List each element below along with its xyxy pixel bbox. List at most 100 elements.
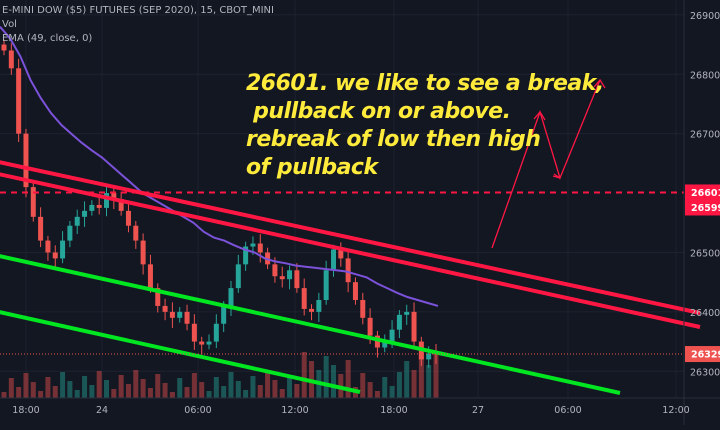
annotation-line-4: of pullback [246,155,378,180]
arrow-head [533,110,546,121]
volume-bar [67,381,73,398]
volume-bar [367,382,373,398]
volume-bar [96,371,102,398]
x-tick-label: 06:00 [554,405,581,416]
candle-body [155,288,161,306]
time-axis[interactable]: 18:00 24 06:00 12:00 18:00 27 06:00 12:00 [0,397,720,416]
volume-bar [23,373,29,398]
volume-bar [418,356,424,398]
candle-body [374,335,380,348]
candle-body [279,276,285,280]
candle-body [330,249,336,271]
volume-bar [389,386,395,398]
trendline-red-lower [0,172,701,329]
y-tick-label: 26800 [690,70,720,81]
volume-bar [8,378,14,398]
trendlines [0,160,701,395]
candle-body [184,311,190,324]
candle-body [1,44,7,51]
volume-bar [265,371,271,398]
candle-body [235,264,241,289]
volume-bar [345,360,351,398]
candle-body [111,193,117,199]
volume-bar [177,378,183,398]
candle-body [272,264,278,277]
volume-bar [162,383,168,398]
y-tick-label: 26400 [690,308,720,319]
volume-bar [30,382,36,398]
volume-bar [257,385,263,398]
ema-path [0,26,439,307]
y-tick-label: 26700 [690,130,720,141]
price-tag [685,346,720,363]
candle-body [199,341,205,345]
x-tick-label: 18:00 [380,405,407,416]
volume-bar [60,372,66,398]
volume-bar [133,370,139,398]
candle-body [309,308,315,312]
candle-body [147,264,153,289]
candle-body [294,270,300,289]
candle-body [367,317,373,336]
y-tick-label: 26300 [690,367,720,378]
volume-bar [433,351,439,398]
volume-bar [294,384,300,398]
candle-body [16,68,22,134]
volume-bar [155,374,161,398]
volume-bar [330,365,336,398]
candle-body [323,270,329,300]
ema-label[interactable]: EMA (49, close, 0) [2,33,93,44]
candle-body [352,282,358,300]
volume-bar [250,376,256,398]
x-tick-label: 18:00 [12,405,39,416]
candle-body [257,243,263,253]
trendline-green-lower [0,310,361,394]
candle-body [133,225,139,241]
volume-bar [360,373,366,398]
chart-legend: E-MINI DOW ($5) FUTURES (SEP 2020), 15, … [2,4,274,46]
candle-body [221,305,227,324]
candle-body [52,252,58,259]
candle-body [23,133,29,188]
projection-arrows [491,78,606,249]
candle-body [243,246,249,265]
candle-body [301,288,307,309]
candle-body [74,216,80,226]
volume-bar [287,375,293,398]
text-annotation[interactable]: 26601. we like to see a break, pullback … [246,70,604,182]
volume-bar [89,385,95,398]
candle-body [162,305,168,312]
volume-bar [191,373,197,398]
volume-bar [82,376,88,398]
price-axis[interactable]: 26900 26800 26700 26500 26400 26300 26601 26599… [683,0,720,425]
candle-body [389,329,395,342]
candle-body [30,187,36,217]
volume-bar [184,387,190,398]
candle-body [45,240,51,253]
vol-label[interactable]: Vol [2,19,17,30]
annotation-line-3: rebreak of low then high [246,127,541,152]
volume-bar [52,386,58,398]
candle-body [89,204,95,211]
x-tick-label: 06:00 [184,405,211,416]
volume-bar [111,389,117,398]
candle-body [177,311,183,318]
volume-bar [213,377,219,398]
volume-bar [118,375,124,398]
volume-bar [206,391,212,398]
candle-body [125,210,131,226]
symbol-title[interactable]: E-MINI DOW ($5) FUTURES (SEP 2020), 15, … [2,5,274,16]
candle-body [360,299,366,318]
price-tag-label: 26601 [691,188,720,199]
candle-body [206,341,212,345]
x-tick-label: 12:00 [281,405,308,416]
candle-body [228,288,234,306]
x-tick-label: 12:00 [662,405,689,416]
volume-bar [323,356,329,398]
volume-bar [411,370,417,398]
annotation-line-2: pullback on or above. [246,99,511,124]
candle-body [140,240,146,265]
